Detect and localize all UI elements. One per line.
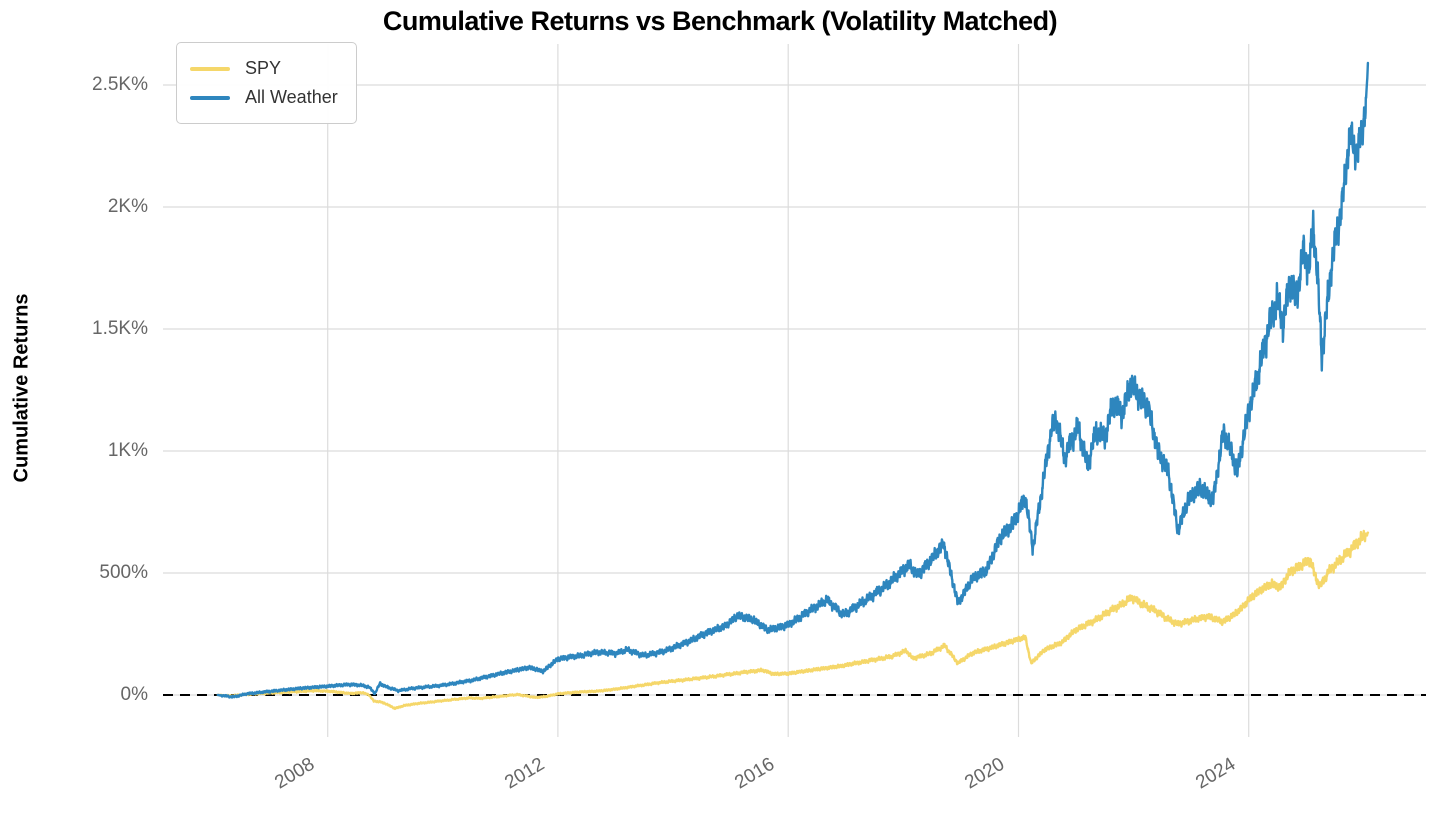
series-line-all-weather xyxy=(216,61,1370,699)
legend-line-swatch xyxy=(190,95,230,100)
y-tick-label: 0% xyxy=(120,684,148,705)
legend-label: SPY xyxy=(245,58,282,78)
legend-label: All Weather xyxy=(245,87,338,107)
legend-line-swatch xyxy=(190,66,230,71)
x-tick-label: 2008 xyxy=(270,753,318,794)
x-tick-label: 2024 xyxy=(1191,753,1239,794)
legend: SPY All Weather xyxy=(176,42,357,124)
x-tick-label: 2012 xyxy=(501,753,549,794)
y-tick-label: 1.5K% xyxy=(92,318,148,339)
x-tick-label: 2016 xyxy=(731,753,779,794)
legend-item: SPY xyxy=(190,54,338,83)
chart-title: Cumulative Returns vs Benchmark (Volatil… xyxy=(382,6,1058,36)
plot-area xyxy=(163,44,1426,737)
y-tick-label: 500% xyxy=(99,562,148,583)
y-tick-label: 1K% xyxy=(107,440,148,461)
series-line-spy xyxy=(216,529,1370,711)
x-tick-label: 2020 xyxy=(961,753,1009,794)
y-tick-label: 2K% xyxy=(107,196,148,217)
legend-item: All Weather xyxy=(190,83,338,112)
y-tick-label: 2.5K% xyxy=(92,74,148,95)
